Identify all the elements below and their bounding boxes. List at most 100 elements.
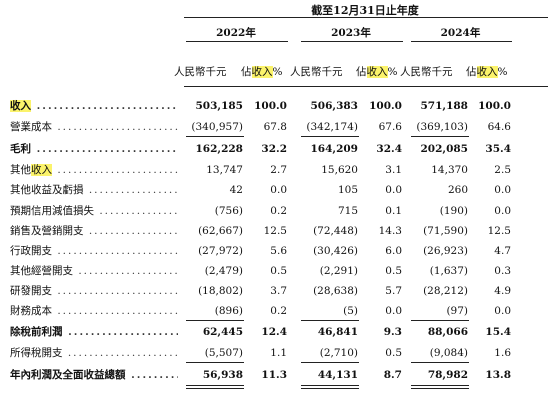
subtotal-rule xyxy=(411,320,469,321)
row-label-text: 其他 xyxy=(10,164,31,176)
amount-cell: 162,228 xyxy=(195,143,244,155)
highlighted-text: 收入 xyxy=(31,164,52,176)
percent-cell: 3.7 xyxy=(270,285,287,297)
row-label: 除稅前利潤 ..................................… xyxy=(10,323,178,341)
percent-cell: 100.0 xyxy=(369,100,402,112)
table-row: 研發開支 ...................................… xyxy=(0,282,550,300)
subtotal-rule xyxy=(186,136,244,137)
percent-cell: 11.3 xyxy=(261,369,287,381)
row-label-text: 預期信用減值損失 xyxy=(10,205,94,217)
highlighted-text: 收入 xyxy=(251,66,273,78)
percent-cell: 100.0 xyxy=(478,100,511,112)
percent-cell: 12.5 xyxy=(487,225,511,237)
row-label-text: 其他經營開支 xyxy=(10,265,73,277)
leader-dots: ........................................ xyxy=(36,143,178,155)
amount-cell: 260 xyxy=(447,184,468,196)
year-2023-underline xyxy=(301,41,403,42)
percent-cell: 6.0 xyxy=(385,245,402,257)
header-text: 佔 xyxy=(356,66,367,78)
percent-cell: 12.5 xyxy=(263,225,287,237)
amount-cell: 44,131 xyxy=(317,369,358,381)
percent-cell: 13.8 xyxy=(485,369,511,381)
header-bottom-rule xyxy=(184,86,548,87)
header-text: % xyxy=(272,66,283,78)
amount-cell: 88,066 xyxy=(427,326,468,338)
percent-cell: 12.4 xyxy=(261,326,287,338)
table-row: 其他收入 ...................................… xyxy=(0,161,550,179)
amount-cell: 506,383 xyxy=(310,100,359,112)
amount-cell: (28,638) xyxy=(313,285,358,297)
row-label-text: 研發開支 xyxy=(10,285,52,297)
row-label-text: 財務成本 xyxy=(10,305,52,317)
table-row: 財務成本 ...................................… xyxy=(0,302,550,320)
year-2023-header: 2023年 xyxy=(331,27,371,39)
header-text: % xyxy=(387,66,398,78)
total-double-rule xyxy=(411,385,469,386)
amount-cell: (72,448) xyxy=(313,225,358,237)
table-row: 銷售及營銷開支 ................................… xyxy=(0,222,550,240)
highlighted-text: 收入 xyxy=(476,66,498,78)
row-label: 其他收益及虧損 ................................… xyxy=(10,181,178,199)
amount-column-header: 人民幣千元 xyxy=(290,66,343,78)
amount-cell: 78,982 xyxy=(427,369,468,381)
amount-cell: 503,185 xyxy=(195,100,244,112)
total-double-rule xyxy=(301,385,359,386)
subtotal-rule xyxy=(411,362,469,363)
percent-cell: 67.8 xyxy=(263,121,287,133)
row-label: 行政開支 ...................................… xyxy=(10,242,178,260)
amount-cell: (5) xyxy=(343,305,358,317)
amount-cell: 164,209 xyxy=(310,143,359,155)
leader-dots: ........................................ xyxy=(57,245,178,257)
percent-cell: 0.5 xyxy=(385,347,402,359)
percent-cell: 0.3 xyxy=(494,265,511,277)
row-label: 研發開支 ...................................… xyxy=(10,282,178,300)
year-2024-underline xyxy=(411,41,512,42)
amount-cell: 62,445 xyxy=(202,326,243,338)
year-2024-header: 2024年 xyxy=(440,27,481,39)
amount-cell: (27,972) xyxy=(198,245,243,257)
amount-cell: 15,620 xyxy=(321,164,358,176)
total-double-rule xyxy=(301,388,359,389)
highlighted-text: 收入 xyxy=(366,66,388,78)
row-label: 財務成本 ...................................… xyxy=(10,302,178,320)
row-label: 年內利潤及全面收益總額 ............................… xyxy=(10,366,178,384)
percent-cell: 100.0 xyxy=(254,100,287,112)
percent-cell: 0.0 xyxy=(385,305,402,317)
row-label: 其他收入 ...................................… xyxy=(10,161,178,179)
leader-dots: ........................................ xyxy=(57,121,178,133)
amount-cell: (190) xyxy=(439,205,468,217)
row-label: 銷售及營銷開支 ................................… xyxy=(10,222,178,240)
percent-cell: 15.4 xyxy=(485,326,511,338)
amount-cell: (9,084) xyxy=(429,347,468,359)
row-label-text: 其他收益及虧損 xyxy=(10,184,84,196)
row-label-text: 所得稅開支 xyxy=(10,347,63,359)
percent-cell: 0.2 xyxy=(270,305,287,317)
amount-cell: 14,370 xyxy=(431,164,468,176)
amount-cell: (2,710) xyxy=(319,347,358,359)
amount-cell: (342,174) xyxy=(306,121,358,133)
amount-cell: 56,938 xyxy=(202,369,243,381)
period-underline xyxy=(184,17,548,18)
row-label: 營業成本 ...................................… xyxy=(10,118,178,136)
amount-cell: (896) xyxy=(214,305,243,317)
row-label-text: 銷售及營銷開支 xyxy=(10,225,84,237)
leader-dots: ........................................ xyxy=(99,205,178,217)
row-label-text: 年內利潤及全面收益總額 xyxy=(10,369,126,381)
percent-cell: 1.6 xyxy=(494,347,511,359)
amount-cell: (756) xyxy=(214,205,243,217)
amount-cell: (18,802) xyxy=(198,285,243,297)
total-double-rule xyxy=(411,388,469,389)
percent-of-revenue-column-header: 佔收入% xyxy=(241,64,282,79)
leader-dots: ........................................ xyxy=(57,164,178,176)
total-double-rule xyxy=(186,388,244,389)
table-row: 收入 .....................................… xyxy=(0,97,550,115)
amount-cell: (369,103) xyxy=(416,121,468,133)
amount-cell: (30,426) xyxy=(313,245,358,257)
amount-cell: 42 xyxy=(229,184,243,196)
subtotal-rule xyxy=(411,136,469,137)
table-row: 年內利潤及全面收益總額 ............................… xyxy=(0,366,550,384)
percent-of-revenue-column-header: 佔收入% xyxy=(356,64,397,79)
percent-cell: 35.4 xyxy=(485,143,511,155)
amount-cell: (62,667) xyxy=(198,225,243,237)
subtotal-rule xyxy=(301,136,359,137)
